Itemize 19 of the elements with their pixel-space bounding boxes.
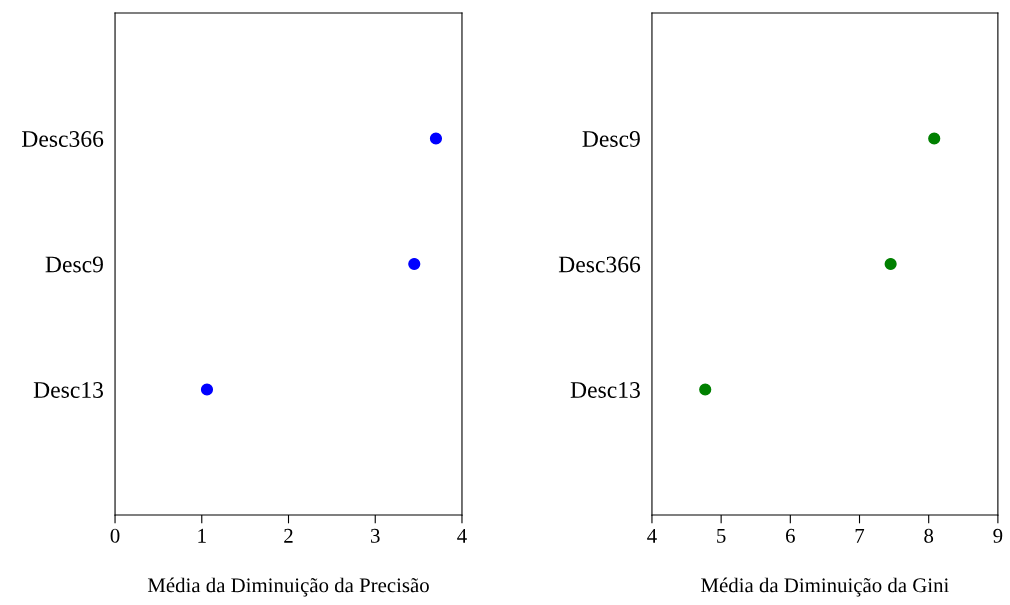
x-tick-label: 6	[786, 528, 795, 543]
y-tick-label: Desc366	[21, 131, 104, 147]
x-axis-title: Média da Diminuição da Gini	[701, 577, 949, 597]
y-tick-label: Desc9	[45, 256, 103, 273]
y-tick-label: Desc13	[33, 382, 103, 398]
x-tick-label: 9	[993, 528, 1003, 543]
x-tick-label: 1	[198, 528, 206, 543]
x-axis-title: Média da Diminuição da Precisão	[147, 577, 429, 597]
x-tick-label: 5	[717, 528, 726, 543]
x-tick-label: 7	[855, 528, 865, 543]
y-tick-label: Desc366	[558, 256, 641, 273]
x-tick-label: 0	[110, 528, 120, 543]
x-tick-label: 3	[371, 528, 380, 543]
x-tick-label: 4	[647, 528, 657, 543]
x-tick-label: 2	[284, 528, 293, 543]
x-tick-label: 8	[924, 528, 934, 543]
y-tick-label: Desc9	[582, 131, 640, 147]
x-tick-label: 4	[457, 528, 467, 543]
y-tick-label: Desc13	[570, 382, 640, 398]
